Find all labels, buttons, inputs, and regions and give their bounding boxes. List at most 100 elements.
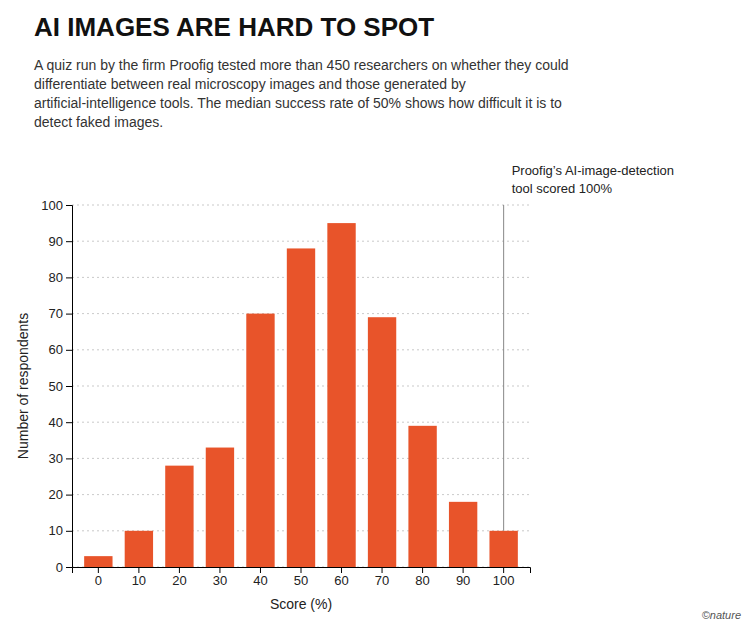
x-tick-mark <box>179 567 180 573</box>
y-tick: 20 <box>49 487 72 502</box>
x-tick: 40 <box>253 567 267 588</box>
x-tick-label: 100 <box>493 573 515 588</box>
text-line: detect faked images. <box>34 114 163 130</box>
y-tick-mark <box>66 495 72 496</box>
x-tick-mark <box>260 567 261 573</box>
x-axis-line <box>73 568 531 574</box>
y-tick-label: 20 <box>49 487 63 502</box>
bar <box>246 314 274 567</box>
y-tick-mark <box>66 422 72 423</box>
y-tick-label: 90 <box>49 234 63 249</box>
text-line: Proofig’s AI-image-detection <box>512 163 674 178</box>
y-tick-mark <box>66 241 72 242</box>
y-axis-line <box>66 206 73 568</box>
x-tick-mark <box>341 567 342 573</box>
x-tick-label: 20 <box>172 573 186 588</box>
subtitle: A quiz run by the firm Proofig tested mo… <box>34 57 569 130</box>
x-tick: 10 <box>132 567 146 588</box>
x-tick-label: 70 <box>375 573 389 588</box>
y-tick-label: 40 <box>49 415 63 430</box>
x-tick-mark <box>422 567 423 573</box>
plot: 0 10 20 30 40 50 60 70 80 90 100 0 10 20 30 40 50 60 70 80 9… <box>41 198 530 589</box>
bar <box>327 223 355 567</box>
x-axis-title: Score (%) <box>270 596 332 612</box>
x-tick: 20 <box>172 567 186 588</box>
x-tick-label: 40 <box>253 573 267 588</box>
bar <box>287 248 315 567</box>
y-tick-mark <box>66 458 72 459</box>
bar <box>165 466 193 567</box>
y-tick: 40 <box>49 415 72 430</box>
grid-line <box>72 241 530 242</box>
bar <box>368 317 396 567</box>
x-tick-mark <box>382 567 383 573</box>
grid-line <box>72 205 530 206</box>
x-tick-mark <box>503 567 504 573</box>
y-tick-label: 80 <box>49 270 63 285</box>
x-tick-mark <box>138 567 139 573</box>
y-tick: 10 <box>49 523 72 538</box>
x-tick: 0 <box>95 567 102 588</box>
x-tick-mark <box>301 567 302 573</box>
y-tick-mark <box>66 531 72 532</box>
y-tick-mark <box>66 350 72 351</box>
y-tick-label: 70 <box>49 306 63 321</box>
bar <box>206 448 234 567</box>
annotation-line <box>503 205 504 531</box>
y-tick-label: 0 <box>56 560 63 575</box>
x-tick: 80 <box>415 567 429 588</box>
x-axis: 0 10 20 30 40 50 60 70 80 90 100 <box>73 567 531 588</box>
bars <box>84 223 518 567</box>
y-tick-mark <box>66 277 72 278</box>
y-tick: 30 <box>49 451 72 466</box>
y-tick: 90 <box>49 234 72 249</box>
bar <box>84 556 112 567</box>
bar <box>449 502 477 567</box>
x-tick: 100 <box>493 567 515 588</box>
y-tick-mark <box>66 386 72 387</box>
y-axis: 0 10 20 30 40 50 60 70 80 90 100 <box>41 198 72 575</box>
x-tick-label: 60 <box>334 573 348 588</box>
x-tick: 90 <box>456 567 470 588</box>
x-tick: 70 <box>375 567 389 588</box>
text-line: differentiate between real microscopy im… <box>34 76 466 92</box>
y-tick-label: 50 <box>49 379 63 394</box>
x-tick: 60 <box>334 567 348 588</box>
x-tick-mark <box>98 567 99 573</box>
y-tick: 100 <box>41 198 72 213</box>
x-tick: 30 <box>213 567 227 588</box>
annotation: Proofig’s AI-image-detection tool scored … <box>512 163 674 196</box>
bar <box>489 531 517 567</box>
watermark: ©nature <box>702 609 741 621</box>
y-axis-title: Number of respondents <box>15 313 31 459</box>
x-tick-mark <box>463 567 464 573</box>
y-tick: 50 <box>49 379 72 394</box>
chart: AI IMAGES ARE HARD TO SPOT A quiz run by … <box>0 0 751 625</box>
text-line: artificial-intelligence tools. The media… <box>34 95 562 111</box>
x-tick-label: 80 <box>415 573 429 588</box>
bar <box>408 426 436 567</box>
y-tick-mark <box>66 205 72 206</box>
grid <box>72 205 530 567</box>
x-tick-label: 30 <box>213 573 227 588</box>
x-tick-label: 90 <box>456 573 470 588</box>
x-tick-label: 10 <box>132 573 146 588</box>
y-tick-label: 10 <box>49 523 63 538</box>
bar <box>125 531 153 567</box>
y-tick: 0 <box>56 560 72 575</box>
y-tick-label: 60 <box>49 342 63 357</box>
y-tick: 70 <box>49 306 72 321</box>
x-tick-label: 0 <box>95 573 102 588</box>
title: AI IMAGES ARE HARD TO SPOT <box>34 12 434 42</box>
text-line: tool scored 100% <box>512 181 613 196</box>
text-line: A quiz run by the firm Proofig tested mo… <box>34 57 569 73</box>
x-tick-mark <box>219 567 220 573</box>
y-tick-label: 30 <box>49 451 63 466</box>
x-tick: 50 <box>294 567 308 588</box>
y-tick: 80 <box>49 270 72 285</box>
y-tick-label: 100 <box>41 198 63 213</box>
y-tick: 60 <box>49 342 72 357</box>
y-tick-mark <box>66 567 72 568</box>
y-tick-mark <box>66 314 72 315</box>
x-tick-label: 50 <box>294 573 308 588</box>
